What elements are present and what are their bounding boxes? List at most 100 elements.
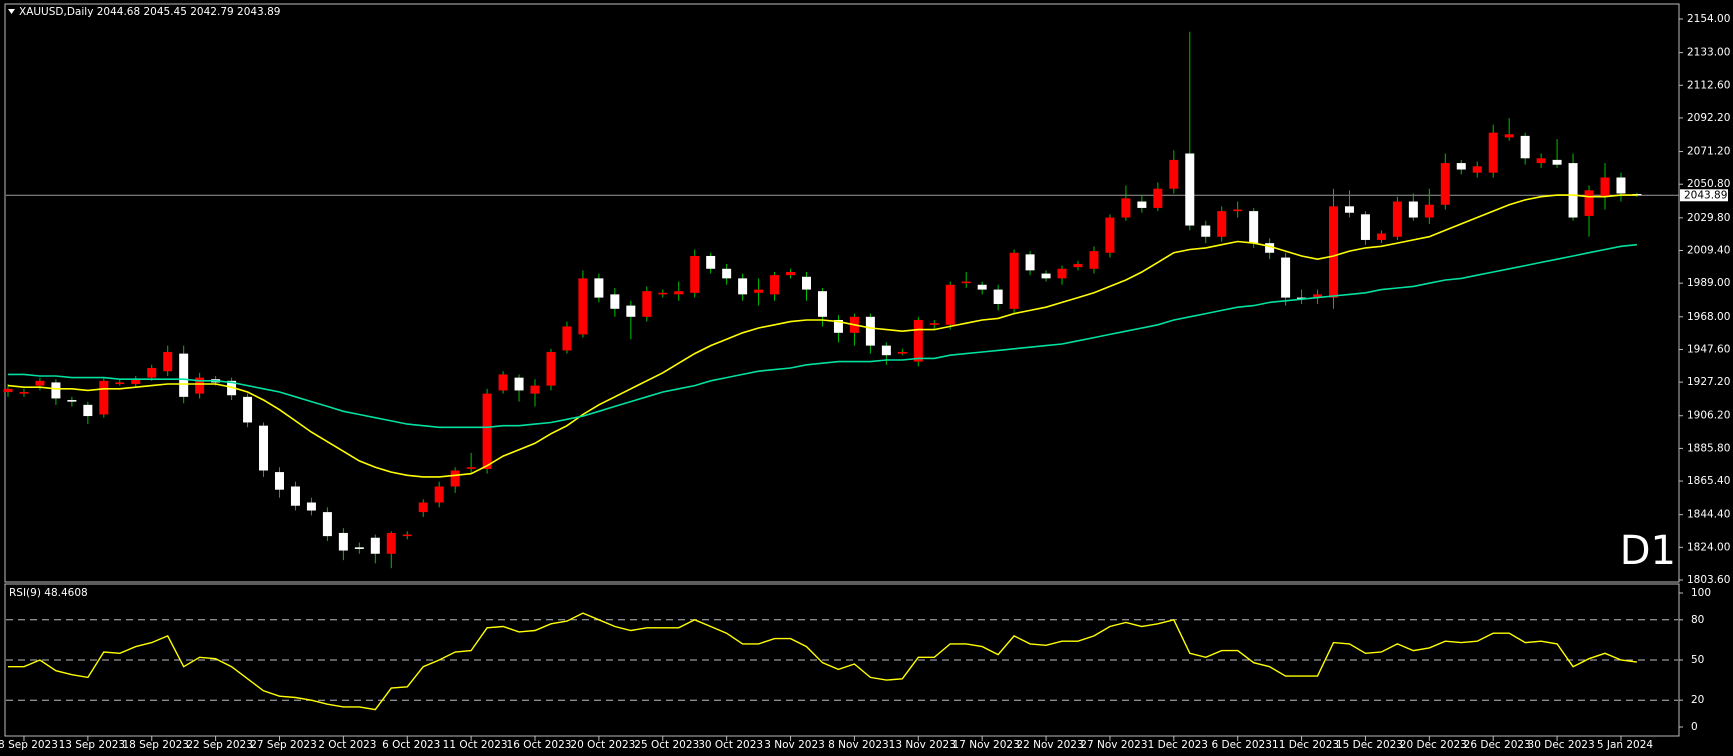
candle-body bbox=[1424, 204, 1434, 218]
candle-body bbox=[1041, 273, 1051, 279]
candle-body bbox=[530, 385, 540, 394]
candle-body bbox=[147, 368, 157, 378]
candle-body bbox=[482, 393, 492, 469]
x-tick-label: 13 Nov 2023 bbox=[889, 739, 956, 751]
candle-body bbox=[1297, 297, 1307, 300]
y-tick-label: 0 bbox=[1691, 721, 1698, 733]
candle-body bbox=[1217, 211, 1227, 237]
candle-body bbox=[1440, 163, 1450, 205]
candle-body bbox=[354, 547, 364, 549]
candle-body bbox=[99, 380, 109, 415]
x-tick-label: 11 Oct 2023 bbox=[443, 739, 508, 751]
candle-body bbox=[1137, 201, 1147, 208]
candle-body bbox=[274, 472, 284, 490]
candle-body bbox=[386, 532, 396, 554]
candle-body bbox=[1616, 177, 1626, 194]
candle-body bbox=[370, 537, 380, 554]
x-tick-label: 16 Oct 2023 bbox=[507, 739, 572, 751]
rsi-header: RSI(9) 48.4608 bbox=[9, 587, 88, 599]
candle-body bbox=[913, 319, 923, 362]
candle-body bbox=[1456, 163, 1466, 170]
candle-body bbox=[1169, 159, 1179, 189]
y-tick-label: 20 bbox=[1691, 694, 1704, 706]
candle-body bbox=[1313, 294, 1323, 298]
y-tick-label: 1968.00 bbox=[1687, 311, 1730, 323]
candle-body bbox=[1584, 190, 1594, 216]
y-tick-label: 1947.60 bbox=[1687, 343, 1730, 355]
candle-body bbox=[306, 502, 316, 511]
candle-body bbox=[259, 425, 269, 471]
candle-body bbox=[546, 352, 556, 386]
candle-body bbox=[514, 377, 524, 391]
candle-body bbox=[83, 404, 93, 417]
candle-body bbox=[865, 316, 875, 346]
candle-body bbox=[1344, 206, 1354, 213]
candle-body bbox=[322, 512, 332, 537]
candle-body bbox=[881, 345, 891, 356]
candle-body bbox=[738, 278, 748, 295]
candle-body bbox=[1488, 132, 1498, 173]
candle-body bbox=[1009, 252, 1019, 309]
candle-body bbox=[1153, 188, 1163, 208]
y-tick-label: 1844.40 bbox=[1687, 509, 1730, 521]
x-tick-label: 22 Sep 2023 bbox=[186, 739, 253, 751]
candle-body bbox=[754, 289, 764, 293]
candle-body bbox=[1185, 153, 1195, 226]
candle-body bbox=[770, 275, 780, 295]
candle-body bbox=[1392, 201, 1402, 237]
y-tick-label: 2133.00 bbox=[1687, 47, 1730, 59]
candle-body bbox=[1520, 135, 1530, 159]
candle-body bbox=[690, 255, 700, 293]
candle-body bbox=[674, 291, 684, 295]
candle-body bbox=[993, 289, 1003, 304]
candle-body bbox=[434, 486, 444, 503]
candle-body bbox=[179, 353, 189, 397]
y-tick-label: 2112.60 bbox=[1687, 79, 1730, 91]
candle-body bbox=[626, 305, 636, 317]
candle-body bbox=[1281, 257, 1291, 298]
y-tick-label: 2154.00 bbox=[1687, 13, 1730, 25]
y-tick-label: 1865.40 bbox=[1687, 475, 1730, 487]
candle-body bbox=[1376, 233, 1386, 240]
x-tick-label: 5 Jan 2024 bbox=[1597, 739, 1654, 751]
candle-body bbox=[1249, 211, 1259, 244]
candle-body bbox=[1360, 214, 1370, 240]
candle-body bbox=[1089, 251, 1099, 269]
chart-header: XAUUSD,Daily 2044.68 2045.45 2042.79 204… bbox=[19, 6, 280, 18]
x-tick-label: 30 Oct 2023 bbox=[698, 739, 763, 751]
y-tick-label: 2009.40 bbox=[1687, 245, 1730, 257]
candle-body bbox=[67, 400, 77, 402]
candle-body bbox=[3, 388, 13, 393]
candle-body bbox=[1025, 254, 1035, 271]
y-tick-label: 1885.80 bbox=[1687, 442, 1730, 454]
y-tick-label: 100 bbox=[1691, 587, 1711, 599]
candle-body bbox=[1536, 158, 1546, 164]
y-tick-label: 1803.60 bbox=[1687, 574, 1730, 586]
x-tick-label: 2 Oct 2023 bbox=[318, 739, 376, 751]
candle-body bbox=[19, 392, 29, 394]
y-tick-label: 1906.20 bbox=[1687, 410, 1730, 422]
x-tick-label: 26 Dec 2023 bbox=[1464, 739, 1531, 751]
x-tick-label: 25 Oct 2023 bbox=[634, 739, 699, 751]
moving-average bbox=[8, 243, 1637, 429]
x-tick-label: 27 Nov 2023 bbox=[1080, 739, 1147, 751]
candle-body bbox=[722, 268, 732, 279]
candle-body bbox=[658, 292, 668, 295]
candle-body bbox=[1329, 206, 1339, 298]
y-tick-label: 1824.00 bbox=[1687, 541, 1730, 553]
moving-average bbox=[7, 194, 1637, 478]
candle-body bbox=[594, 278, 604, 298]
x-tick-label: 17 Nov 2023 bbox=[953, 739, 1020, 751]
menu-arrow[interactable] bbox=[8, 9, 15, 14]
x-tick-label: 8 Sep 2023 bbox=[0, 739, 58, 751]
x-tick-label: 27 Sep 2023 bbox=[250, 739, 317, 751]
main-panel-border bbox=[4, 3, 1680, 583]
candle-body bbox=[945, 284, 955, 325]
candle-body bbox=[706, 255, 716, 269]
candle-body bbox=[897, 352, 907, 354]
y-tick-label: 80 bbox=[1691, 614, 1704, 626]
candle-body bbox=[1201, 225, 1211, 237]
candle-body bbox=[817, 291, 827, 317]
candle-body bbox=[562, 326, 572, 351]
